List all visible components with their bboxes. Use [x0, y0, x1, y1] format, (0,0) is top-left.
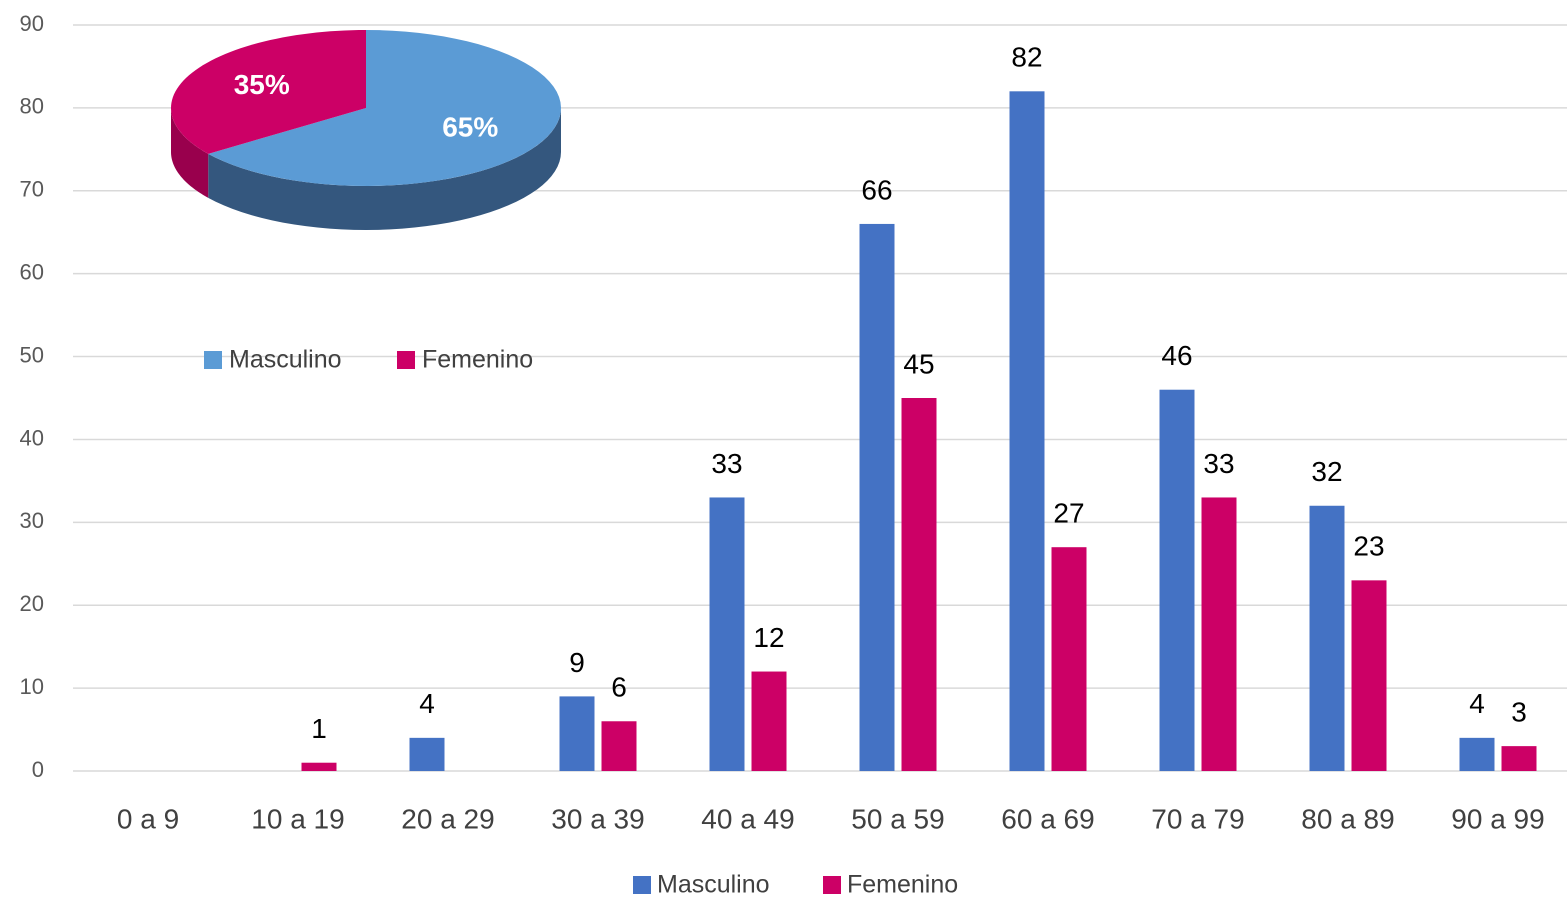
bar: [709, 497, 745, 771]
data-label: 9: [569, 647, 585, 678]
bar: [409, 737, 445, 771]
bar: [1501, 746, 1537, 771]
x-tick-label: 20 a 29: [401, 803, 494, 834]
pie-side: [171, 108, 209, 198]
x-tick-label: 40 a 49: [701, 803, 794, 834]
y-tick-label: 20: [20, 591, 44, 616]
y-tick-label: 80: [20, 94, 44, 119]
data-label: 3: [1511, 697, 1527, 728]
data-label: 27: [1053, 498, 1084, 529]
bar: [1159, 389, 1195, 771]
bar: [859, 223, 895, 771]
data-label: 66: [861, 174, 892, 205]
y-tick-label: 30: [20, 508, 44, 533]
legend-swatch: [633, 876, 651, 894]
bar: [751, 671, 787, 771]
legend-swatch: [397, 351, 415, 369]
bar: [1201, 497, 1237, 771]
data-label: 82: [1011, 42, 1042, 73]
data-label: 46: [1161, 340, 1192, 371]
legend-label: Masculino: [229, 346, 342, 374]
data-label: 45: [903, 348, 934, 379]
data-label: 23: [1353, 531, 1384, 562]
x-tick-label: 70 a 79: [1151, 803, 1244, 834]
bar: [901, 398, 937, 771]
data-label: 32: [1311, 456, 1342, 487]
legend-label: Femenino: [422, 346, 533, 374]
pie-label: 65%: [442, 112, 498, 143]
x-tick-label: 50 a 59: [851, 803, 944, 834]
pie-side: [208, 108, 561, 230]
data-label: 12: [753, 622, 784, 653]
y-tick-label: 70: [20, 177, 44, 202]
legend-swatch: [823, 876, 841, 894]
y-tick-label: 90: [20, 11, 44, 36]
bar: [301, 762, 337, 771]
x-tick-label: 80 a 89: [1301, 803, 1394, 834]
pie-slice: [171, 30, 366, 154]
bar: [1009, 91, 1045, 772]
bar: [559, 696, 595, 771]
bar: [1351, 580, 1387, 771]
x-tick-label: 90 a 99: [1451, 803, 1544, 834]
x-tick-label: 60 a 69: [1001, 803, 1094, 834]
x-tick-label: 10 a 19: [251, 803, 344, 834]
x-tick-label: 30 a 39: [551, 803, 644, 834]
legend-label: Masculino: [657, 871, 770, 898]
pie-label: 35%: [234, 69, 290, 100]
data-label: 33: [1203, 448, 1234, 479]
data-label: 33: [711, 448, 742, 479]
data-label: 1: [311, 713, 327, 744]
data-label: 6: [611, 672, 627, 703]
y-tick-label: 10: [20, 674, 44, 699]
bar: [1459, 737, 1495, 771]
bar: [1051, 547, 1087, 771]
data-label: 4: [419, 688, 435, 719]
data-label: 4: [1469, 688, 1485, 719]
y-tick-label: 0: [32, 757, 44, 782]
y-tick-label: 40: [20, 425, 44, 450]
x-tick-label: 0 a 9: [117, 803, 179, 834]
bar: [601, 721, 637, 771]
pie-slice: [208, 30, 561, 186]
y-tick-label: 50: [20, 342, 44, 367]
legend-swatch: [204, 351, 222, 369]
y-tick-label: 60: [20, 259, 44, 284]
bar: [1309, 505, 1345, 771]
legend-label: Femenino: [847, 871, 958, 898]
